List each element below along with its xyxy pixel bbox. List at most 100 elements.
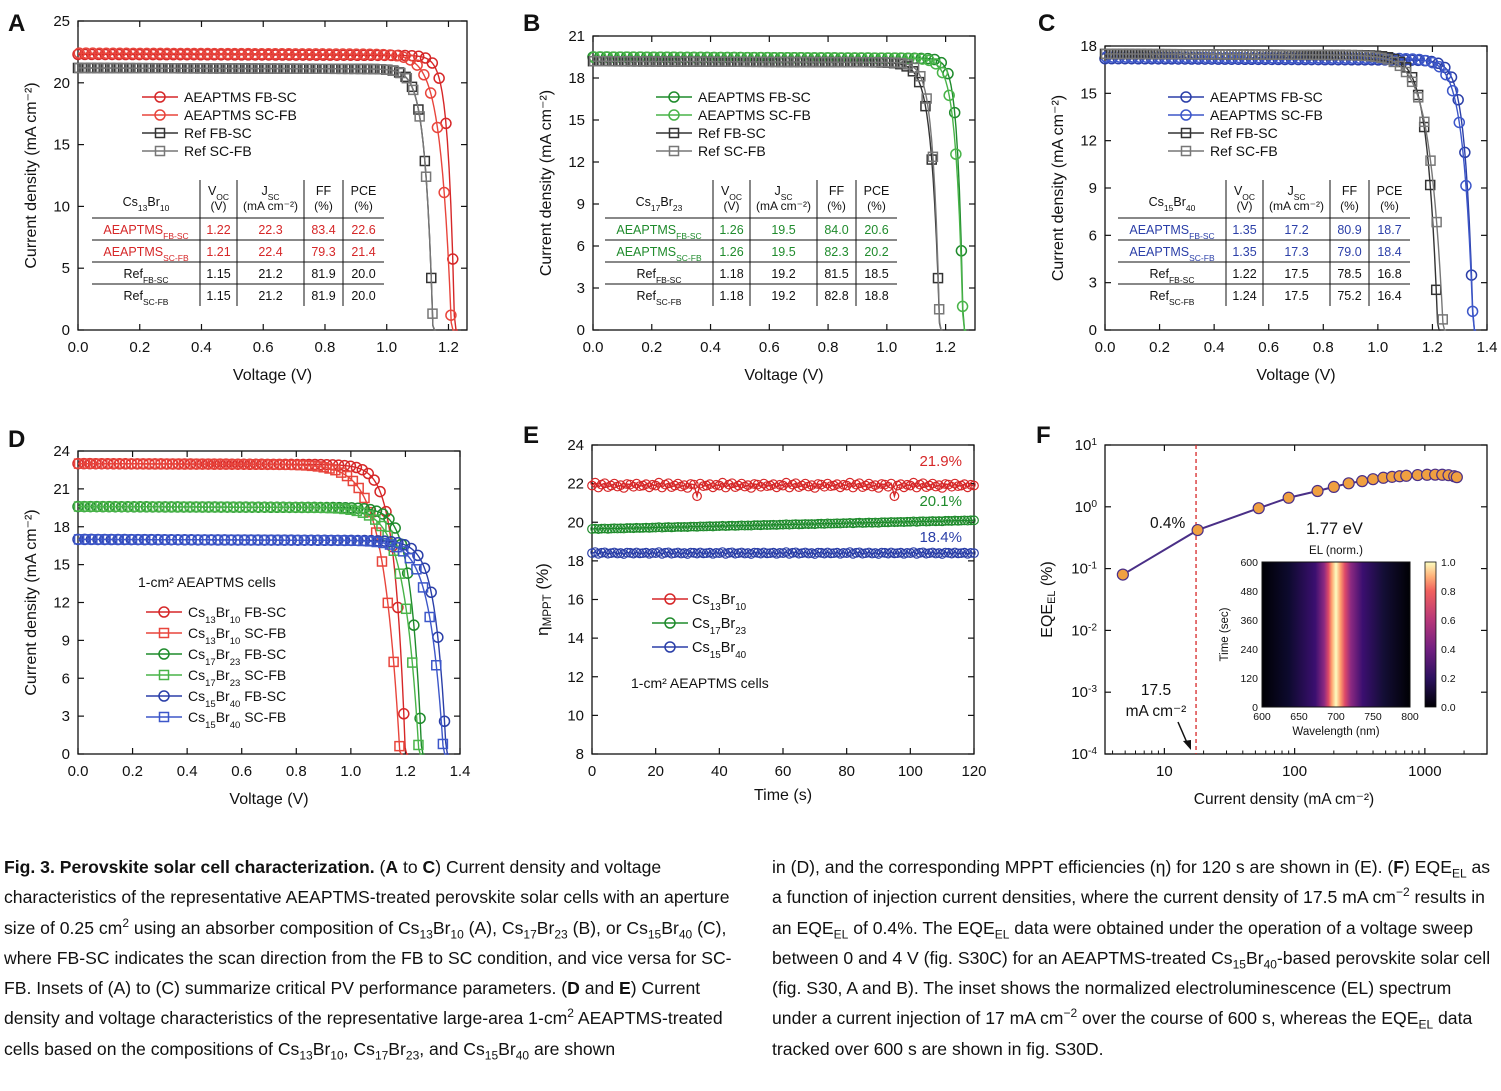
label-part: 10 xyxy=(1071,622,1088,639)
data-point xyxy=(298,63,310,74)
data-point xyxy=(895,479,906,490)
y-tick-label: 5 xyxy=(62,260,70,277)
annotation-ev: 1.77 eV xyxy=(1306,520,1363,538)
data-point xyxy=(959,515,970,526)
data-point xyxy=(596,547,607,558)
data-point xyxy=(755,481,766,492)
table-header-unit: (mA cm⁻²) xyxy=(756,199,811,213)
data-point xyxy=(234,63,246,74)
data-point xyxy=(413,104,424,115)
data-point xyxy=(252,501,264,513)
data-point xyxy=(595,55,606,67)
y-tick-label: 20 xyxy=(53,75,70,92)
data-point xyxy=(357,48,369,60)
data-point xyxy=(959,479,970,490)
data-point xyxy=(400,603,412,615)
data-point xyxy=(851,518,862,528)
data-point xyxy=(351,49,364,62)
data-point xyxy=(870,517,881,528)
legend-marker xyxy=(1180,91,1192,103)
panel-note: 1-cm² AEAPTMS cells xyxy=(138,574,276,590)
caption-text-1: (A to C) Current density and voltage cha… xyxy=(4,857,732,1063)
x-tick-label: 120 xyxy=(961,763,986,780)
data-point xyxy=(167,458,178,470)
data-point xyxy=(590,477,601,488)
x-tick-label: 0.6 xyxy=(231,763,252,780)
data-point xyxy=(181,47,194,60)
data-point xyxy=(889,548,900,559)
table-cell: 78.5 xyxy=(1337,267,1361,281)
label-part: FB-SC xyxy=(240,604,286,620)
y-tick-label: 18 xyxy=(1080,38,1097,55)
data-point xyxy=(337,48,349,60)
data-point xyxy=(676,548,687,559)
data-point xyxy=(851,547,862,558)
annotation-j-unit: mA cm⁻² xyxy=(1126,703,1187,720)
data-point xyxy=(609,523,620,534)
legend-label: Ref FB-SC xyxy=(1210,125,1278,141)
data-point xyxy=(147,501,159,513)
data-point xyxy=(670,56,681,67)
label-part: FB-SC xyxy=(1169,275,1195,285)
x-tick-label: 0.0 xyxy=(68,763,89,780)
data-point xyxy=(289,459,300,471)
table-header: VOC xyxy=(721,184,742,202)
legend-marker xyxy=(664,641,676,653)
data-point xyxy=(653,522,664,533)
data-point xyxy=(749,520,760,531)
label-part: FB-SC xyxy=(143,275,169,285)
x-tick-label: 0.2 xyxy=(1149,339,1170,356)
data-point xyxy=(676,522,687,532)
data-point xyxy=(628,523,639,534)
label-part: 10 xyxy=(1071,561,1088,578)
label-part: 13 xyxy=(710,602,721,613)
data-point xyxy=(717,520,728,531)
y-tick-label: 12 xyxy=(567,669,584,686)
data-point xyxy=(1204,49,1216,60)
legend-marker xyxy=(154,109,166,121)
label-part: 15 xyxy=(205,720,216,731)
data-point xyxy=(1466,305,1479,318)
data-point xyxy=(631,478,642,489)
x-axis-label: Voltage (V) xyxy=(744,367,823,384)
data-point xyxy=(835,482,846,493)
inset-title: EL (norm.) xyxy=(1309,545,1363,557)
data-point xyxy=(650,480,661,491)
data-point xyxy=(412,549,424,562)
label-part: 10 xyxy=(735,602,746,613)
y-axis-label: Current density (mA cm⁻²) xyxy=(23,509,40,695)
data-point xyxy=(269,48,281,60)
data-point xyxy=(928,53,941,66)
data-point xyxy=(398,708,410,720)
label-part: 13 xyxy=(205,636,216,647)
data-point xyxy=(117,501,128,512)
legend-marker xyxy=(1180,145,1192,157)
table-header: VOC xyxy=(208,184,229,202)
data-point xyxy=(438,715,451,727)
label-part: 13 xyxy=(138,203,148,213)
data-point xyxy=(746,520,757,531)
data-point xyxy=(166,501,177,513)
y-tick-label: 18 xyxy=(568,70,585,87)
data-point xyxy=(153,534,164,545)
data-point xyxy=(755,520,766,531)
label-part: FB-SC xyxy=(240,646,286,662)
annotation-arrowhead xyxy=(1183,740,1191,750)
data-point xyxy=(170,63,181,74)
table-cell: 81.9 xyxy=(311,289,335,303)
data-point xyxy=(1155,48,1167,60)
label-part: OC xyxy=(1242,192,1255,202)
x-tick-label: 0.8 xyxy=(286,763,307,780)
data-point xyxy=(752,56,763,68)
data-point xyxy=(915,70,926,82)
data-point xyxy=(717,477,728,488)
y-tick-label: 10-1 xyxy=(1071,560,1097,578)
data-point xyxy=(1311,484,1324,498)
table-cell: 16.4 xyxy=(1377,289,1401,303)
data-point xyxy=(770,56,782,68)
inset-y-tick: 600 xyxy=(1240,557,1258,569)
table-cell: 18.5 xyxy=(864,267,888,281)
data-point xyxy=(120,458,131,470)
data-point xyxy=(254,459,265,470)
data-point xyxy=(383,513,395,525)
